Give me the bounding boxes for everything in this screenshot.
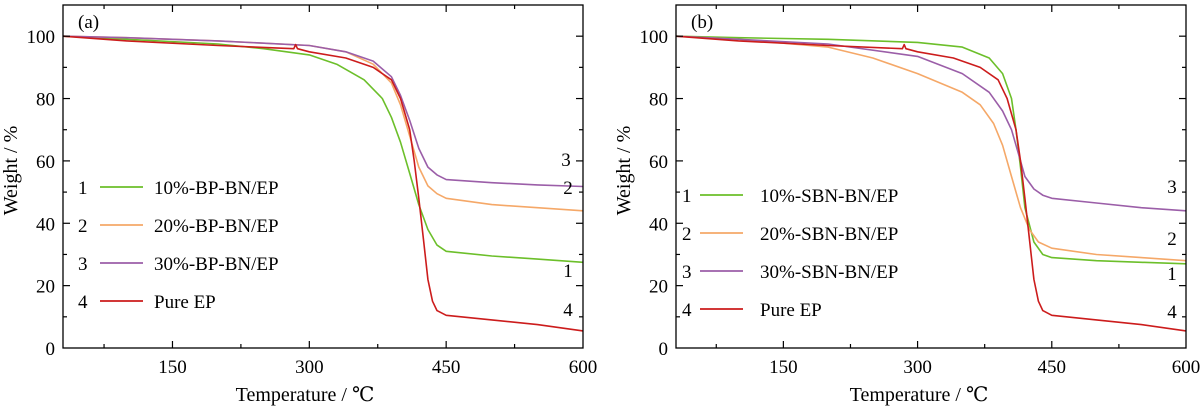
curve-end-label-2: 2: [1167, 229, 1177, 250]
series-line-2: [62, 35, 584, 212]
legend-item: 2 20%-BP-BN/EP: [78, 216, 279, 237]
y-axis-label: Weight / %: [613, 126, 635, 215]
legend-item: 1 10%-BP-BN/EP: [78, 178, 279, 199]
legend-label: 20%-BP-BN/EP: [154, 216, 279, 237]
y-tick-label: 100: [640, 27, 669, 48]
curve-end-label-3: 3: [1167, 177, 1177, 198]
y-axis-label: Weight / %: [0, 126, 22, 215]
x-tick-label: 300: [903, 357, 932, 378]
legend-label: 30%-BP-BN/EP: [154, 254, 279, 275]
y-tick-label: 0: [659, 339, 669, 360]
legend-label: 10%-BP-BN/EP: [154, 178, 279, 199]
legend-label: Pure EP: [154, 292, 216, 313]
legend: 1 10%-SBN-BN/EP 2 20%-SBN-BN/EP 3 30%-SBN-BN/…: [682, 186, 898, 321]
legend-number: 3: [78, 254, 88, 275]
legend-number: 1: [682, 186, 692, 207]
x-axis-label: Temperature / ℃: [236, 384, 375, 406]
y-tick-label: 40: [36, 214, 55, 235]
legend-label: 10%-SBN-BN/EP: [760, 186, 898, 207]
y-tick-label: 40: [649, 214, 668, 235]
x-axis: 150 300 450 600: [103, 5, 598, 378]
panel-a: 150 300 450 600 0 20 40 60 80 100 Temperature / ℃ W…: [0, 4, 598, 406]
series-line-4: [62, 35, 584, 332]
x-axis: 150 300 450 600: [715, 5, 1200, 378]
series-curves: [675, 35, 1187, 332]
panel-label: (a): [78, 12, 99, 33]
panel-label: (b): [691, 12, 713, 33]
x-tick-label: 150: [158, 357, 187, 378]
curve-end-labels: 1 2 3 4: [1167, 177, 1177, 323]
x-tick-label: 600: [1172, 357, 1200, 378]
plot-frame: [675, 4, 1187, 349]
series-line-2: [675, 35, 1187, 262]
legend-number: 3: [682, 262, 692, 283]
curve-end-label-3: 3: [561, 150, 571, 171]
y-tick-label: 100: [27, 27, 56, 48]
series-line-3: [675, 35, 1187, 212]
panel-b: 150 300 450 600 0 20 40 60 80 100 Temperature / ℃ W…: [613, 4, 1200, 406]
series-line-1: [675, 35, 1187, 265]
x-tick-label: 450: [1038, 357, 1067, 378]
series-line-4: [675, 35, 1187, 332]
x-tick-label: 600: [569, 357, 598, 378]
legend-item: 4 Pure EP: [682, 300, 822, 321]
curve-end-label-2: 2: [563, 178, 573, 199]
legend-number: 2: [78, 216, 88, 237]
y-tick-label: 20: [649, 277, 668, 298]
curve-end-label-1: 1: [1167, 264, 1177, 285]
y-tick-label: 20: [36, 277, 55, 298]
x-tick-label: 450: [432, 357, 461, 378]
y-tick-label: 0: [46, 339, 56, 360]
legend-item: 1 10%-SBN-BN/EP: [682, 186, 898, 207]
y-tick-label: 60: [36, 152, 55, 173]
legend-label: 30%-SBN-BN/EP: [760, 262, 898, 283]
legend-number: 2: [682, 224, 692, 245]
series-line-1: [62, 35, 584, 264]
y-tick-label: 60: [649, 152, 668, 173]
curve-end-label-1: 1: [563, 261, 573, 282]
legend-label: Pure EP: [760, 300, 822, 321]
curve-end-labels: 1 2 3 4: [561, 150, 573, 321]
plot-frame: [62, 4, 584, 349]
series-curves: [62, 35, 584, 332]
x-axis-label: Temperature / ℃: [850, 384, 989, 406]
x-tick-label: 300: [295, 357, 324, 378]
legend-item: 3 30%-SBN-BN/EP: [682, 262, 898, 283]
legend-label: 20%-SBN-BN/EP: [760, 224, 898, 245]
legend-item: 4 Pure EP: [78, 292, 216, 313]
legend-item: 3 30%-BP-BN/EP: [78, 254, 279, 275]
x-tick-label: 150: [769, 357, 798, 378]
legend-number: 1: [78, 178, 88, 199]
series-line-3: [62, 35, 584, 188]
legend-number: 4: [682, 300, 692, 321]
curve-end-label-4: 4: [1167, 302, 1177, 323]
legend-number: 4: [78, 292, 88, 313]
y-tick-label: 80: [649, 90, 668, 111]
y-axis: 0 20 40 60 80 100: [27, 27, 583, 360]
y-tick-label: 80: [36, 90, 55, 111]
legend: 1 10%-BP-BN/EP 2 20%-BP-BN/EP 3 30%-BP-BN/EP 4…: [78, 178, 279, 313]
y-axis: 0 20 40 60 80 100: [640, 27, 1186, 360]
legend-item: 2 20%-SBN-BN/EP: [682, 224, 898, 245]
curve-end-label-4: 4: [563, 300, 573, 321]
